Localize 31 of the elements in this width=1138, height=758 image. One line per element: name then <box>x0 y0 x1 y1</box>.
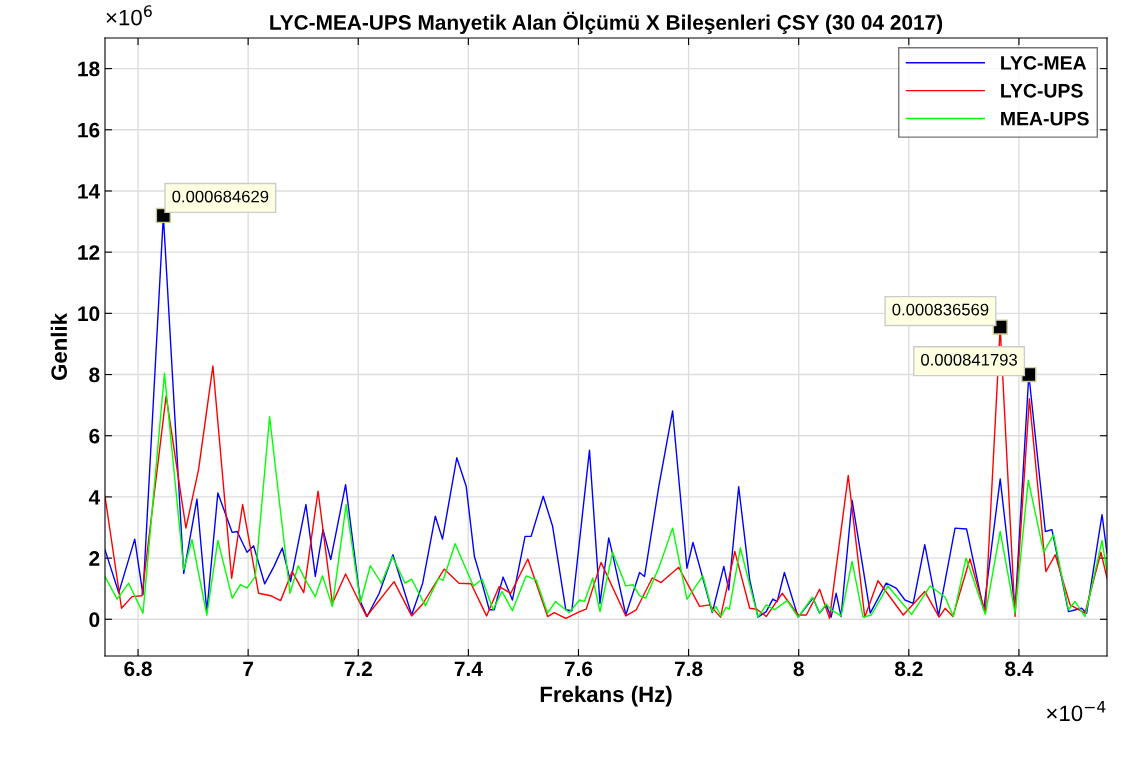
x-tick-label: 7.4 <box>454 661 483 676</box>
x-tick-label: 7.8 <box>675 661 703 677</box>
y-tick-label: 8 <box>89 367 100 383</box>
x-tick-label: 8.4 <box>1005 661 1034 677</box>
annotation: 0.000836569 <box>892 303 989 316</box>
y-tick-label: 18 <box>78 61 100 77</box>
y-tick-label: 16 <box>78 122 100 138</box>
y-tick-label: 0 <box>89 612 100 628</box>
x-tick-label: 7.2 <box>344 661 372 676</box>
text: ×10$^{6}$ <box>106 5 152 26</box>
x-axis-title: Frekans (Hz) <box>540 685 672 707</box>
y-tick-label: 10 <box>78 306 100 322</box>
y-tick-label: 12 <box>78 245 100 260</box>
x-tick-label: 7 <box>243 661 254 676</box>
x-tick-label: 8.2 <box>894 661 923 677</box>
x-tick-label: 7.6 <box>564 661 593 677</box>
y-tick-label: 6 <box>89 428 100 444</box>
y-tick-label: 14 <box>78 184 101 199</box>
chart-title: LYC-MEA-UPS Manyetik Alan Ölçümü X Bileşenleri ÇSY (30 04 2017) <box>270 11 943 34</box>
legend-label: MEA-UPS <box>1001 111 1089 126</box>
annotation: 0.000841793 <box>921 353 1017 366</box>
y-tick-label: 4 <box>88 490 101 505</box>
x-tick-label: 8 <box>793 661 804 677</box>
line-series <box>105 372 1107 618</box>
annotation: 0.000684629 <box>172 190 269 203</box>
text: ×10$^{−4}$ <box>1046 701 1106 722</box>
legend-label: LYC-MEA <box>1001 56 1087 70</box>
y-axis-title: Genlik <box>50 313 68 381</box>
legend-label: LYC-UPS <box>1001 83 1083 98</box>
x-tick-label: 6.8 <box>124 661 152 677</box>
y-tick-label: 2 <box>89 551 100 566</box>
